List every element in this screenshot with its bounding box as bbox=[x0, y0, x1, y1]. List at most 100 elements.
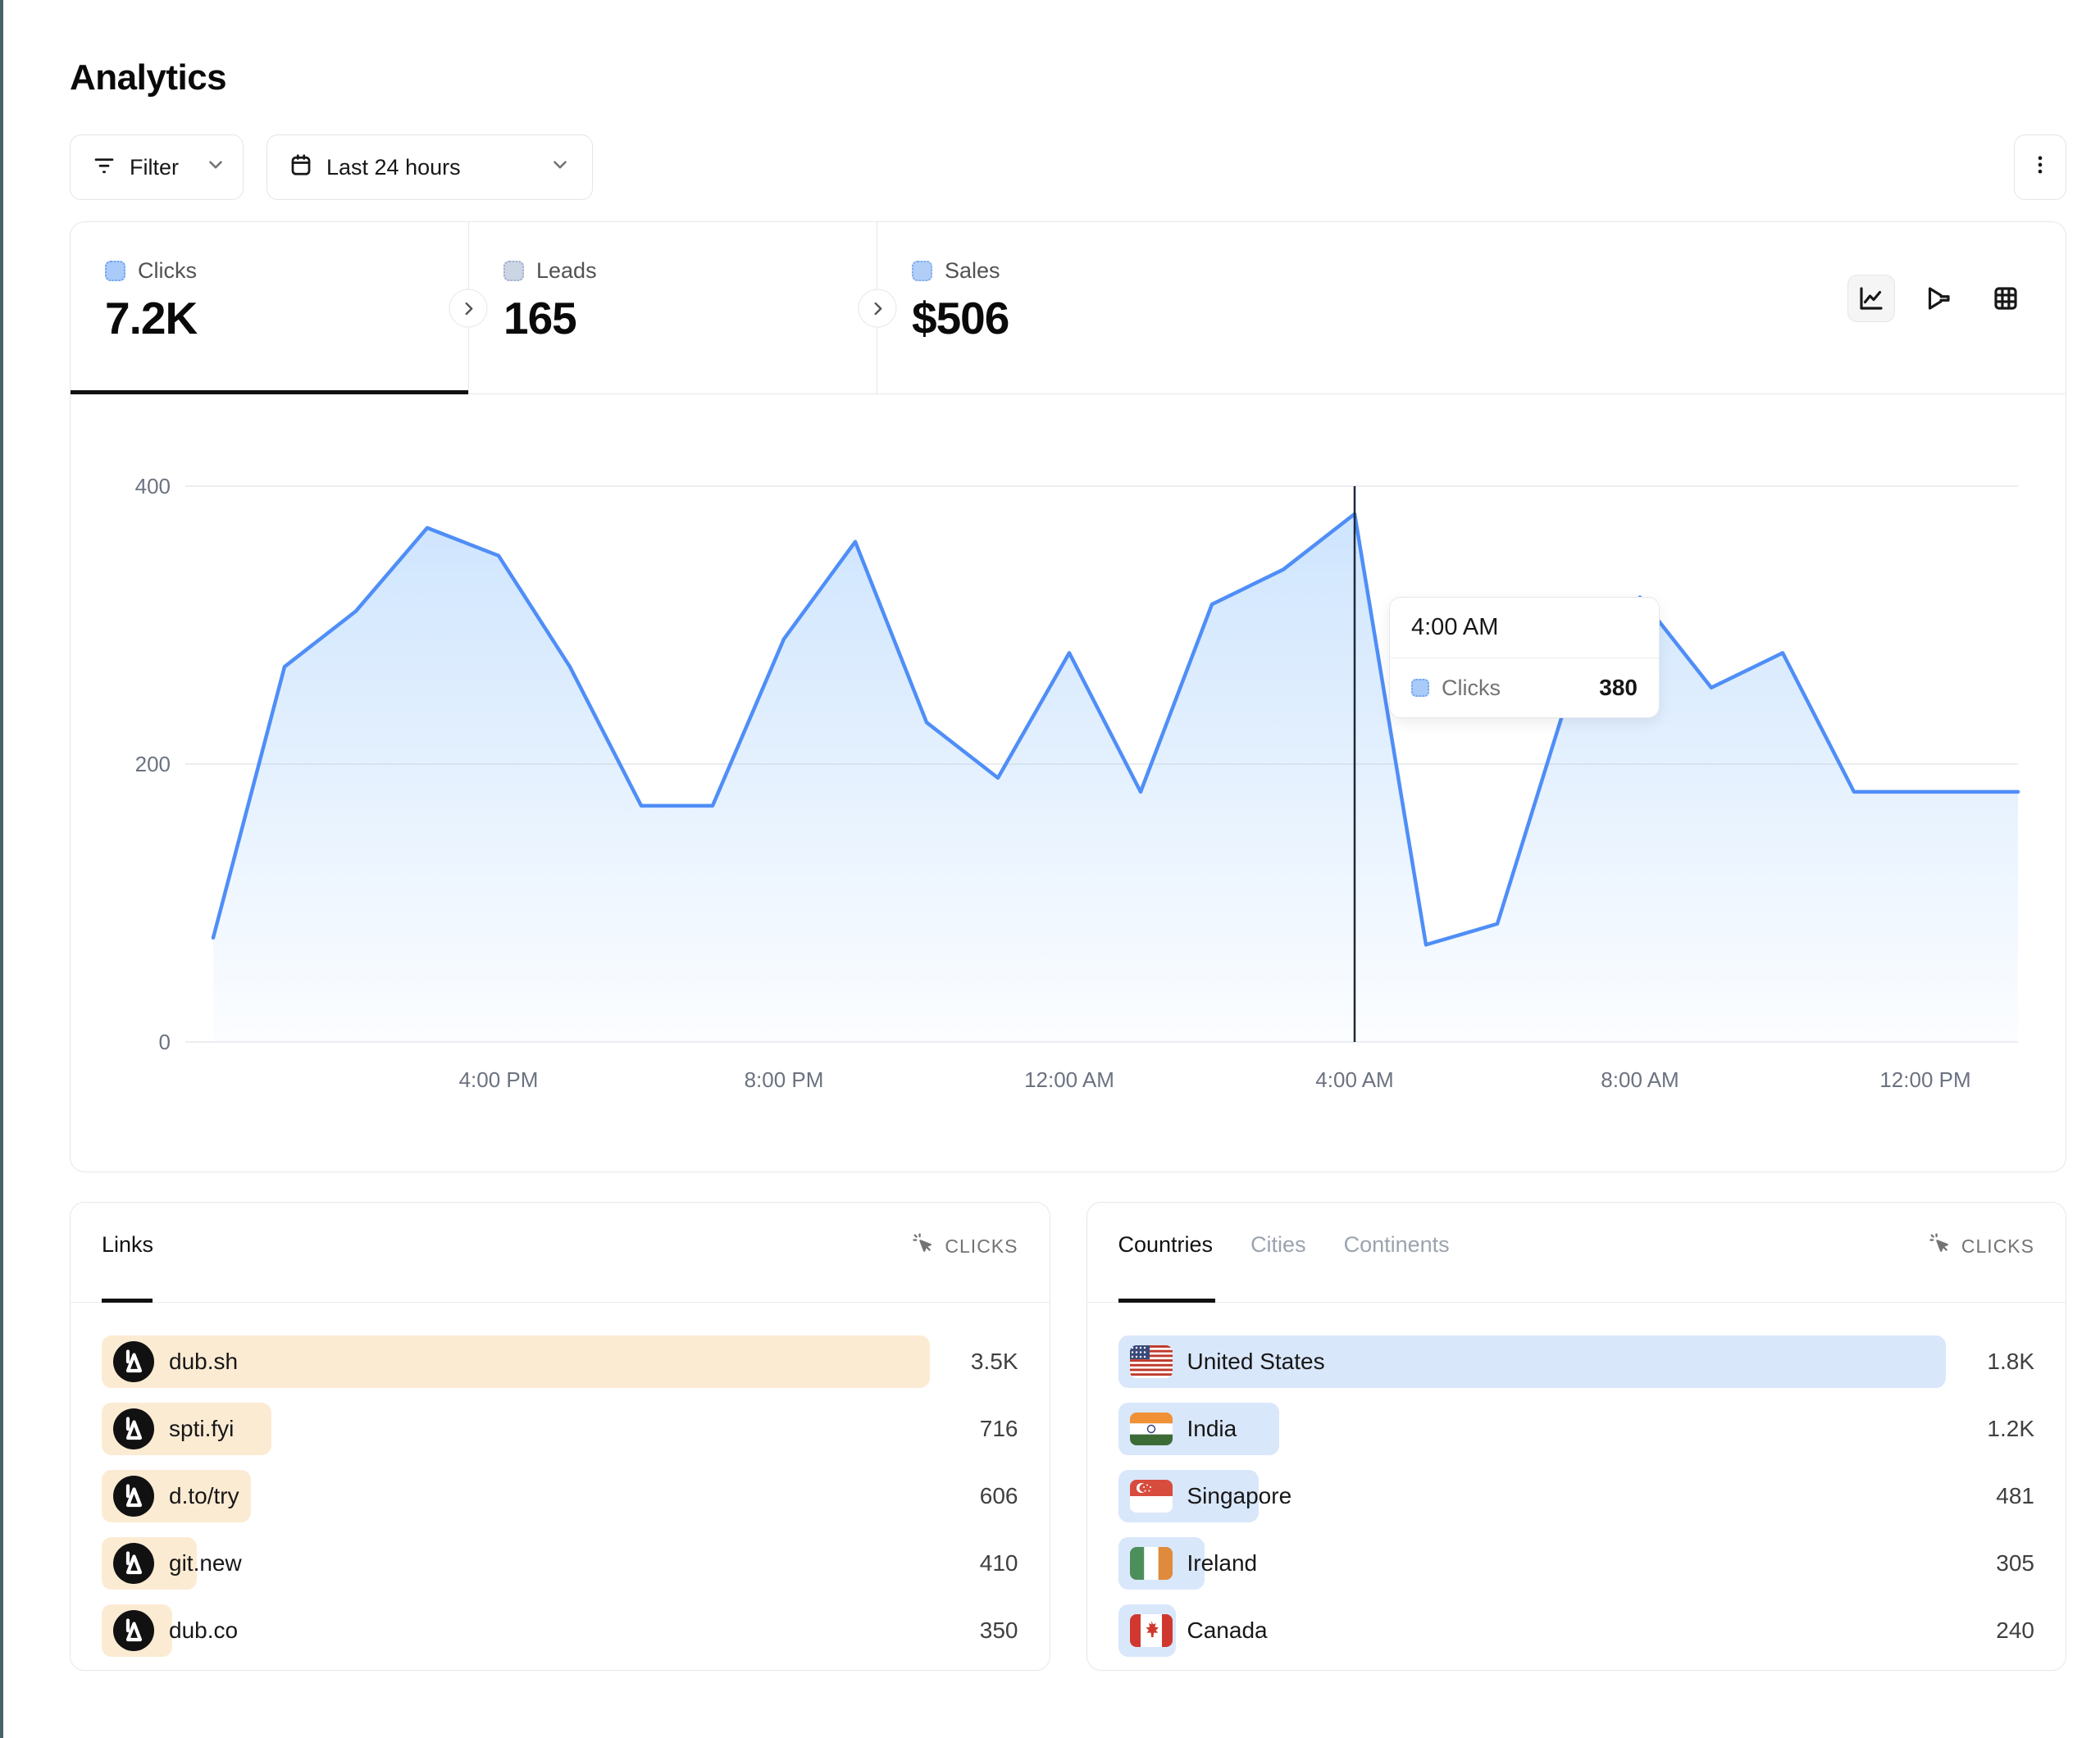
tab-links[interactable]: Links bbox=[102, 1232, 154, 1257]
row-label: United States bbox=[1187, 1349, 1325, 1374]
tab-leads[interactable]: Leads 165 bbox=[468, 222, 877, 394]
bar-area: spti.fyi bbox=[102, 1403, 930, 1455]
singapore-flag-icon bbox=[1129, 1480, 1173, 1513]
y-axis-tick-label: 400 bbox=[135, 474, 171, 498]
bar-area: dub.sh bbox=[102, 1335, 930, 1388]
row-label: d.to/try bbox=[169, 1483, 239, 1508]
sales-legend-chip-icon bbox=[912, 261, 932, 281]
row-label: Singapore bbox=[1187, 1483, 1292, 1508]
chart-type-toggle bbox=[1847, 275, 2029, 322]
clicks-area-fill bbox=[213, 513, 2018, 1042]
analytics-chart-card: Clicks 7.2K Leads 165 Sales $506 bbox=[70, 221, 2066, 1172]
geo-rows: United States 1.8K India 1.2K Singapore 481 Ir… bbox=[1087, 1303, 2066, 1657]
row-content: spti.fyi bbox=[113, 1403, 234, 1455]
list-item[interactable]: d.to/try 606 bbox=[102, 1470, 1018, 1522]
bar-area: United States bbox=[1118, 1335, 1946, 1388]
row-value: 410 bbox=[979, 1550, 1018, 1576]
row-label: Ireland bbox=[1187, 1550, 1258, 1576]
row-label: dub.sh bbox=[169, 1349, 239, 1374]
tab-countries[interactable]: Countries bbox=[1118, 1232, 1214, 1257]
tab-cities[interactable]: Cities bbox=[1250, 1232, 1306, 1257]
row-content: d.to/try bbox=[113, 1470, 239, 1522]
row-content: dub.co bbox=[113, 1604, 238, 1657]
value-bar bbox=[1118, 1335, 1946, 1388]
list-item[interactable]: git.new 410 bbox=[102, 1537, 1018, 1590]
filter-button-label: Filter bbox=[130, 154, 179, 180]
row-content: git.new bbox=[113, 1537, 242, 1590]
line-chart-icon[interactable] bbox=[1847, 275, 1895, 322]
y-axis-tick-label: 200 bbox=[135, 752, 171, 776]
expand-clicks-chevron-button[interactable] bbox=[449, 289, 488, 328]
active-tab-indicator bbox=[71, 390, 468, 394]
x-axis-tick-label: 4:00 AM bbox=[1315, 1067, 1393, 1092]
cursor-click-icon bbox=[912, 1232, 935, 1260]
chart-generated: 400 200 0 4:00 PM 8:00 PM 12:00 AM 4:00 AM 8:00… bbox=[135, 474, 2020, 1092]
date-range-button[interactable]: Last 24 hours bbox=[266, 134, 593, 200]
funnel-chart-icon[interactable] bbox=[1915, 275, 1962, 322]
dub-logo-icon bbox=[113, 1341, 154, 1382]
clicks-time-series-chart[interactable]: 400 200 0 4:00 PM 8:00 PM 12:00 AM 4:00 AM 8:00… bbox=[71, 394, 2066, 1172]
chevron-down-icon bbox=[549, 154, 571, 181]
row-content: Ireland bbox=[1129, 1537, 1258, 1590]
kebab-menu-icon bbox=[2029, 153, 2052, 182]
geo-metric-column-label: CLICKS bbox=[1961, 1235, 2034, 1257]
list-item[interactable]: Ireland 305 bbox=[1118, 1537, 2034, 1590]
row-label: spti.fyi bbox=[169, 1416, 235, 1441]
list-item[interactable]: India 1.2K bbox=[1118, 1403, 2034, 1455]
x-axis-tick-label: 8:00 PM bbox=[745, 1067, 824, 1092]
x-axis-tick-label: 12:00 AM bbox=[1024, 1067, 1114, 1092]
toolbar: Filter Last 24 hours bbox=[70, 134, 2066, 200]
list-item[interactable]: dub.co 350 bbox=[102, 1604, 1018, 1657]
links-metric-column-label: CLICKS bbox=[945, 1235, 1018, 1257]
row-value: 3.5K bbox=[970, 1349, 1018, 1374]
india-flag-icon bbox=[1129, 1413, 1173, 1445]
geo-metric-column-header[interactable]: CLICKS bbox=[1929, 1232, 2034, 1260]
expand-leads-chevron-button[interactable] bbox=[858, 289, 897, 328]
links-active-tab-indicator bbox=[102, 1299, 153, 1303]
row-value: 716 bbox=[979, 1416, 1018, 1441]
filter-lines-icon bbox=[92, 152, 116, 183]
clicks-legend-chip-icon bbox=[1411, 679, 1429, 697]
links-metric-column-header[interactable]: CLICKS bbox=[912, 1232, 1018, 1260]
x-axis-tick-label: 4:00 PM bbox=[459, 1067, 539, 1092]
list-item[interactable]: spti.fyi 716 bbox=[102, 1403, 1018, 1455]
filter-button[interactable]: Filter bbox=[70, 134, 244, 200]
geo-panel: Countries Cities Continents CLICKS Unite… bbox=[1086, 1202, 2066, 1671]
chart-tooltip: 4:00 AM Clicks 380 bbox=[1389, 597, 1660, 718]
dub-logo-icon bbox=[113, 1408, 154, 1449]
clicks-line-series bbox=[211, 512, 2020, 947]
tab-clicks[interactable]: Clicks 7.2K bbox=[71, 222, 468, 394]
cursor-click-icon bbox=[1929, 1232, 1952, 1260]
row-value: 305 bbox=[1996, 1550, 2034, 1576]
list-item[interactable]: Singapore 481 bbox=[1118, 1470, 2034, 1522]
row-value: 350 bbox=[979, 1617, 1018, 1643]
leads-legend-chip-icon bbox=[503, 261, 524, 281]
row-content: Singapore bbox=[1129, 1470, 1292, 1522]
row-value: 481 bbox=[1996, 1483, 2034, 1508]
clicks-chart-svg: 400 200 0 4:00 PM 8:00 PM 12:00 AM 4:00 AM 8:00… bbox=[135, 474, 2020, 1092]
row-content: Canada bbox=[1129, 1604, 1268, 1657]
row-value: 240 bbox=[1996, 1617, 2034, 1643]
tooltip-value: 380 bbox=[1599, 675, 1638, 700]
dub-logo-icon bbox=[113, 1543, 154, 1584]
list-item[interactable]: United States 1.8K bbox=[1118, 1335, 2034, 1388]
row-content: India bbox=[1129, 1403, 1237, 1455]
row-label: Canada bbox=[1187, 1617, 1268, 1643]
tooltip-series-label: Clicks bbox=[1442, 675, 1501, 700]
links-rows: dub.sh 3.5K spti.fyi 716 d.to/try 606 git.new 4… bbox=[71, 1303, 1050, 1657]
bar-area: Ireland bbox=[1118, 1537, 1947, 1590]
tab-continents[interactable]: Continents bbox=[1343, 1232, 1450, 1257]
row-label: dub.co bbox=[169, 1617, 239, 1643]
list-item[interactable]: Canada 240 bbox=[1118, 1604, 2034, 1657]
row-label: git.new bbox=[169, 1550, 242, 1576]
row-value: 1.8K bbox=[1987, 1349, 2034, 1374]
tab-sales[interactable]: Sales $506 bbox=[877, 222, 2066, 394]
x-axis-tick-label: 12:00 PM bbox=[1879, 1067, 1970, 1092]
canada-flag-icon bbox=[1129, 1614, 1173, 1647]
row-content: dub.sh bbox=[113, 1335, 238, 1388]
more-options-button[interactable] bbox=[2014, 134, 2066, 200]
table-grid-icon[interactable] bbox=[1982, 275, 2029, 322]
list-item[interactable]: dub.sh 3.5K bbox=[102, 1335, 1018, 1388]
left-edge-divider bbox=[0, 0, 3, 1738]
bar-area: dub.co bbox=[102, 1604, 930, 1657]
